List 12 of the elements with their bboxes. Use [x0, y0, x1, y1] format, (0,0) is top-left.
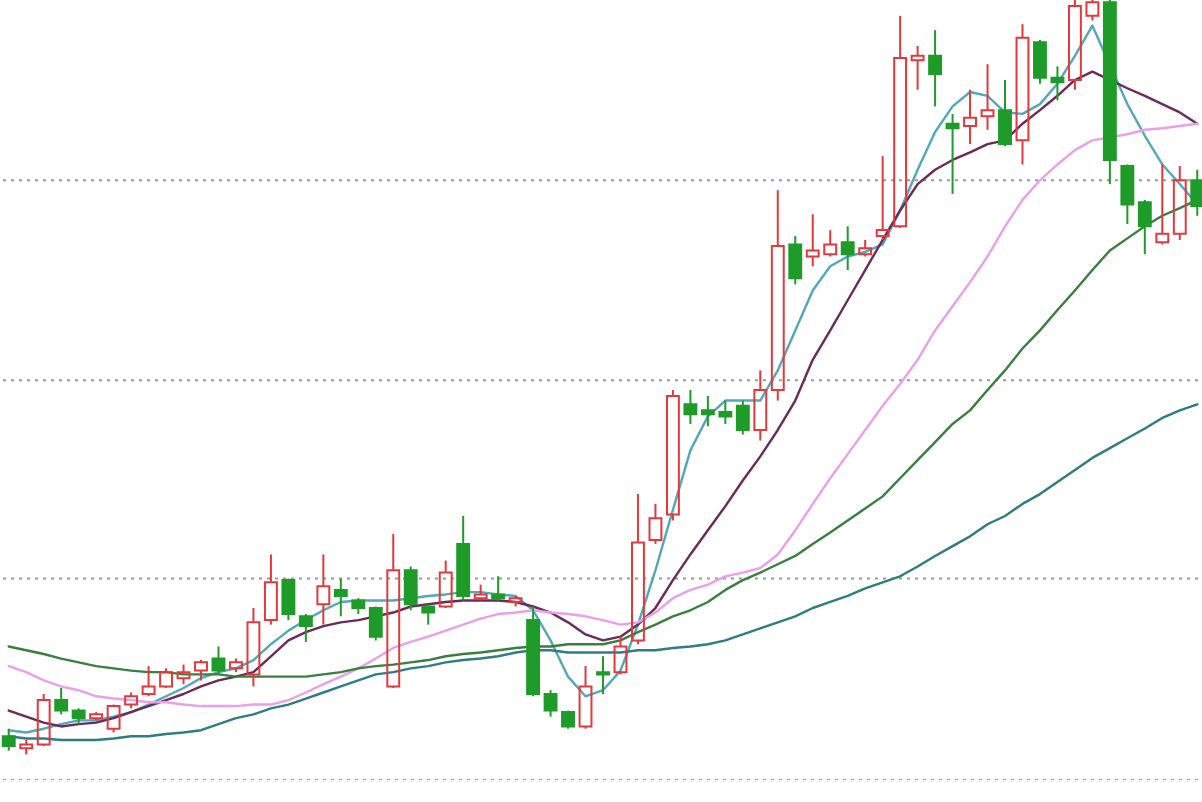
candlestick — [1015, 23, 1030, 166]
candlestick — [683, 389, 698, 425]
candlestick — [753, 369, 768, 442]
candlestick — [980, 63, 995, 131]
candlestick — [596, 655, 610, 695]
candlestick — [928, 29, 943, 108]
candlestick — [840, 225, 855, 272]
candlestick — [945, 112, 960, 195]
candlestick — [316, 553, 331, 626]
candlestick — [910, 45, 925, 91]
candlestick — [770, 189, 785, 402]
candlestick — [963, 88, 977, 146]
